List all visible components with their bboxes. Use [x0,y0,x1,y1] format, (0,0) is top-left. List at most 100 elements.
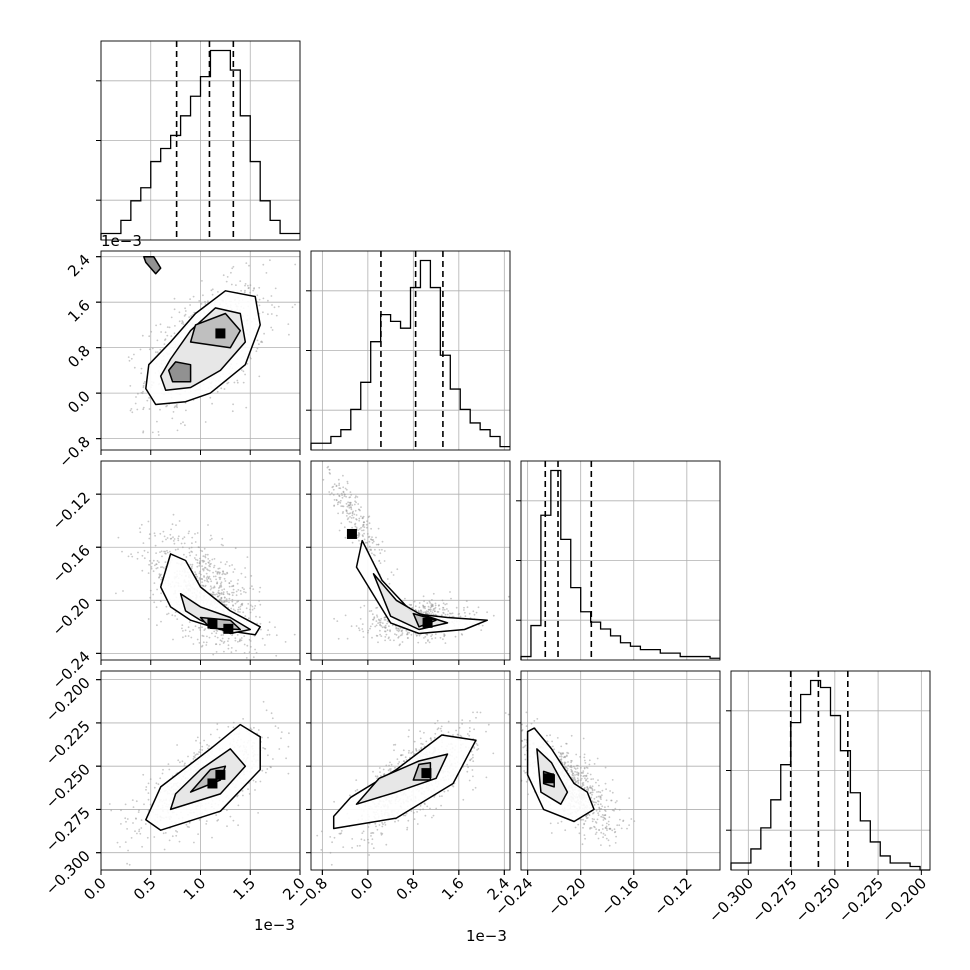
sample-point [220,561,222,564]
sample-point [185,409,187,412]
sample-point [148,563,151,566]
sample-point [255,615,257,618]
sample-point [348,505,350,507]
sample-point [331,841,333,844]
sample-point [171,614,174,617]
sample-point [371,542,374,544]
sample-point [243,643,246,646]
sample-point [124,817,127,820]
histogram-step [730,679,930,871]
sample-point [148,408,151,410]
sample-point [207,747,209,750]
sample-point [596,757,599,760]
sample-point [245,657,248,659]
sample-point [249,611,252,614]
sample-point [475,611,478,614]
sample-point [216,723,219,725]
sample-point [194,533,196,535]
sample-point [180,422,182,425]
sample-point [591,789,594,792]
sample-point [414,632,417,635]
sample-point [341,505,344,508]
sample-point [183,553,185,556]
sample-point [209,588,212,591]
sample-point [225,599,228,602]
sample-point [583,767,586,769]
sample-point [147,572,150,574]
sample-point [142,408,145,411]
sample-point [220,593,223,595]
sample-point [143,382,145,385]
sample-point [504,712,507,714]
sample-point [173,332,176,335]
sample-point [527,793,529,796]
sample-point [214,575,217,578]
sample-point [472,754,474,756]
sample-point [247,284,249,287]
sample-point [242,794,244,797]
sample-point [468,734,471,737]
sample-point [376,828,379,831]
sample-point [346,505,349,508]
sample-point [173,406,176,409]
sample-point [184,307,187,310]
sample-point [213,630,216,633]
sample-point [258,591,261,593]
sample-point [226,276,229,278]
sample-point [147,792,150,794]
sample-point [274,626,276,629]
sample-point [335,499,338,501]
sample-point [376,616,379,618]
sample-point [474,786,477,789]
sample-point [211,836,213,839]
sample-point [162,566,165,569]
sample-point [193,752,196,754]
sample-point [361,832,364,834]
sample-point [159,323,162,326]
sample-point [168,768,171,771]
sample-point [294,303,296,306]
sample-point [378,559,381,562]
sample-point [202,294,204,297]
sample-point [597,800,600,803]
sample-point [288,333,290,336]
sample-point [223,577,226,580]
sample-point [173,308,176,311]
sample-point [212,591,214,593]
sample-point [207,576,210,579]
sample-point [368,515,371,518]
sample-point [459,615,462,618]
sample-point [386,578,389,580]
sample-point [362,516,364,519]
sample-point [278,748,281,750]
sample-point [198,818,201,821]
sample-point [485,776,488,779]
sample-point [383,560,386,562]
sample-point [393,639,395,642]
sample-point [181,546,184,549]
sample-point [472,711,474,714]
sample-point [434,604,437,607]
sample-point [157,434,160,436]
sample-point [597,812,599,814]
sample-point [198,627,201,629]
sample-point [579,818,582,821]
sample-point [230,607,233,610]
sample-point [605,788,607,791]
sample-point [352,516,355,519]
sample-point [249,291,252,294]
sample-point [218,594,221,597]
sample-point [262,297,265,300]
sample-point [254,648,256,651]
sample-point [231,564,234,566]
sample-point [188,630,191,633]
sample-point [120,809,122,812]
sample-point [360,506,362,508]
sample-point [160,592,163,595]
sample-point [142,390,144,393]
sample-point [230,580,232,583]
sample-point [266,634,269,636]
sample-point [219,585,221,587]
sample-point [148,348,151,351]
sample-point [438,795,441,798]
